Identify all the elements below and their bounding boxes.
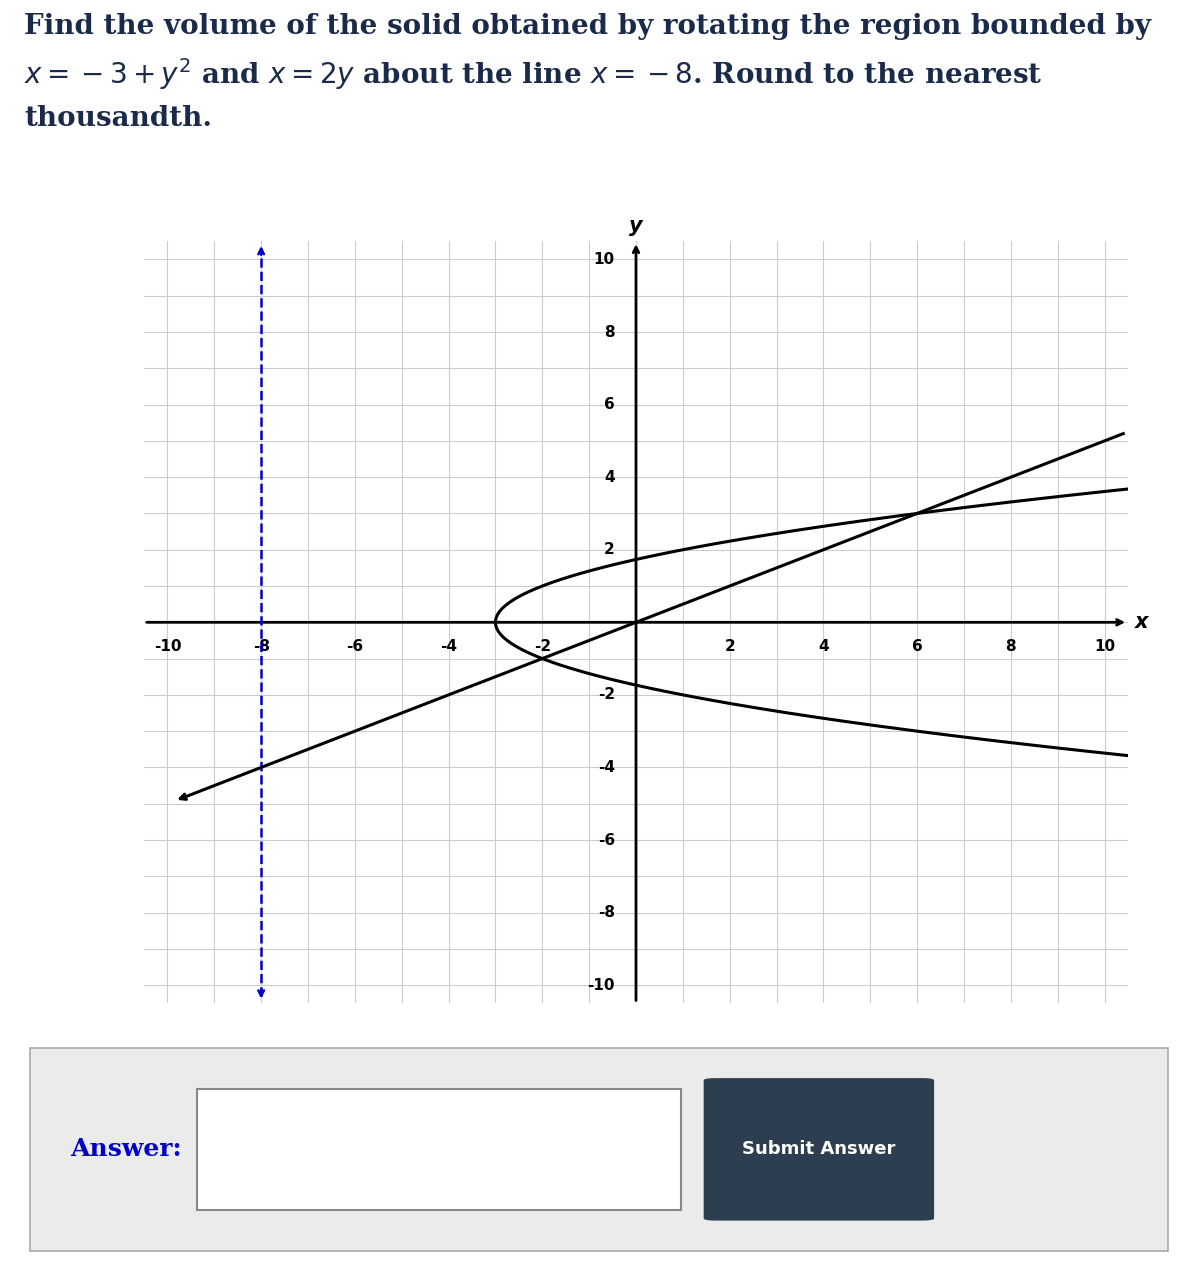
FancyBboxPatch shape — [197, 1088, 680, 1210]
Text: -10: -10 — [154, 639, 181, 654]
Text: x: x — [1135, 612, 1148, 632]
Text: 2: 2 — [725, 639, 736, 654]
Text: 6: 6 — [912, 639, 923, 654]
Text: -6: -6 — [347, 639, 364, 654]
Text: -6: -6 — [598, 833, 614, 847]
Text: 8: 8 — [605, 325, 614, 339]
Text: 4: 4 — [605, 470, 614, 485]
FancyBboxPatch shape — [30, 1048, 1168, 1251]
Text: -8: -8 — [253, 639, 270, 654]
Text: 8: 8 — [1006, 639, 1016, 654]
FancyBboxPatch shape — [703, 1078, 934, 1220]
Text: -4: -4 — [598, 759, 614, 775]
Text: -4: -4 — [440, 639, 457, 654]
Text: Submit Answer: Submit Answer — [742, 1140, 895, 1158]
Text: 4: 4 — [818, 639, 829, 654]
Text: -2: -2 — [534, 639, 551, 654]
Text: y: y — [629, 216, 643, 236]
Text: -10: -10 — [588, 978, 614, 993]
Text: 6: 6 — [604, 398, 614, 411]
Text: 10: 10 — [594, 251, 614, 267]
Text: -2: -2 — [598, 687, 614, 702]
Text: -8: -8 — [598, 906, 614, 919]
Text: Answer:: Answer: — [70, 1138, 181, 1161]
Text: 2: 2 — [604, 542, 614, 558]
Text: Find the volume of the solid obtained by rotating the region bounded by
$x = -3 : Find the volume of the solid obtained by… — [24, 13, 1151, 132]
Text: 10: 10 — [1094, 639, 1115, 654]
